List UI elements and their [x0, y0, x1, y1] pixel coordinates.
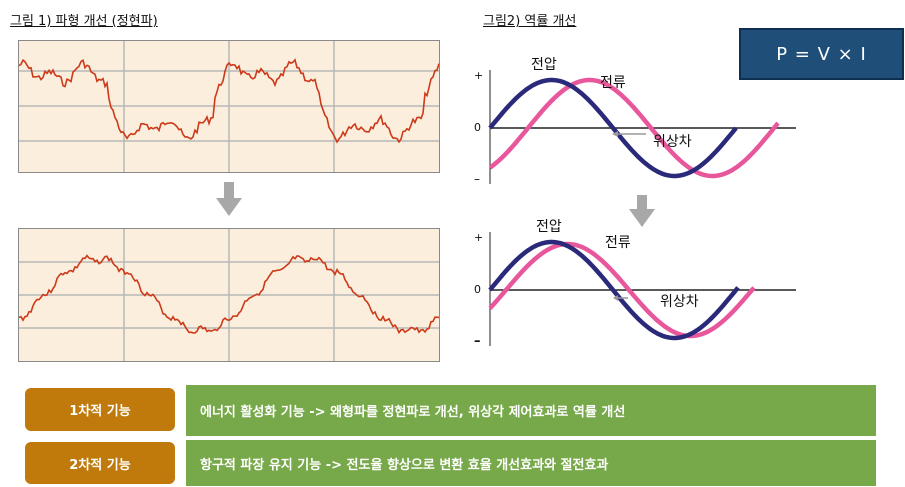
- voltage-label: 전압: [536, 219, 562, 235]
- phase-diff-arrow-head: [613, 295, 618, 301]
- sine-waveform-chart: [18, 229, 440, 361]
- axis-plus-label: +: [474, 231, 483, 244]
- phase-diff-label: 위상차: [653, 134, 692, 150]
- distorted-waveform-chart: [18, 41, 440, 172]
- phase-diagram-before: + 0 – 전압 전류 위상차: [474, 57, 796, 186]
- down-arrow-icon: [629, 195, 655, 227]
- distorted-waveform-panel: [18, 40, 440, 173]
- current-label: 전류: [600, 75, 626, 91]
- voltage-wave-line: [488, 239, 740, 341]
- phase-diff-arrow-head: [612, 131, 618, 137]
- sine-waveform-panel: [18, 228, 440, 362]
- voltage-wave-line: [488, 77, 738, 179]
- distorted-waveform-line: [18, 58, 440, 144]
- voltage-label: 전압: [531, 57, 557, 73]
- secondary-function-description: 항구적 파장 유지 기능 -> 전도율 향상으로 변환 효율 개선효과와 절전효…: [186, 440, 876, 486]
- axis-plus-label: +: [474, 69, 483, 82]
- down-arrow-icon: [216, 182, 242, 216]
- phase-diagram-after: + 0 – 전압 전류 위상차: [474, 219, 796, 349]
- phase-diff-label: 위상차: [660, 294, 699, 310]
- current-label: 전류: [605, 235, 631, 251]
- axis-minus-label: –: [474, 172, 480, 186]
- sine-waveform-line: [18, 254, 440, 335]
- primary-function-label: 1차적 기능: [25, 388, 175, 431]
- secondary-function-label: 2차적 기능: [25, 442, 175, 484]
- power-formula-box: P = V × I: [739, 28, 904, 80]
- axis-minus-label: –: [474, 334, 481, 349]
- primary-function-description: 에너지 활성화 기능 -> 왜형파를 정현파로 개선, 위상각 제어효과로 역률…: [186, 385, 876, 436]
- current-wave-line: [488, 77, 780, 179]
- axis-zero-label: 0: [474, 283, 481, 296]
- axis-zero-label: 0: [474, 121, 481, 134]
- figure1-title: 그림 1) 파형 개선 (정현파): [10, 14, 158, 29]
- figure2-title: 그림2) 역률 개선: [483, 14, 577, 29]
- current-wave-line: [488, 241, 756, 339]
